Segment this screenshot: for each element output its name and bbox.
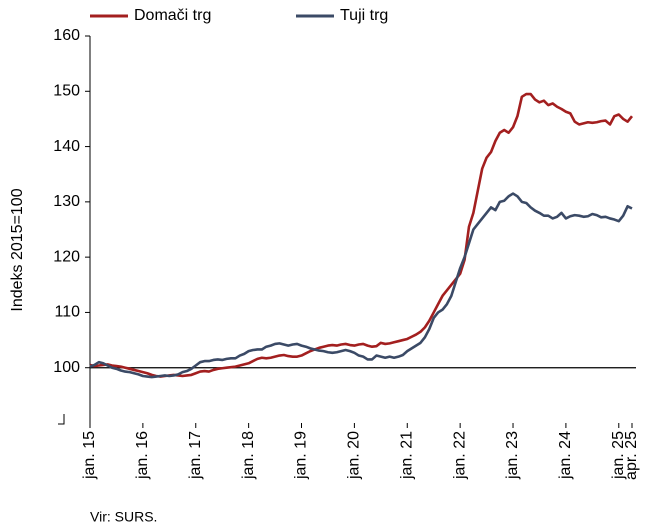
x-tick-label: jan. 19	[293, 431, 310, 480]
series-line	[89, 92, 634, 378]
x-tick-label: jan. 15	[81, 431, 98, 480]
x-tick-label: jan. 24	[557, 431, 574, 480]
y-tick-label: 100	[53, 359, 80, 376]
x-tick-label: jan. 17	[187, 431, 204, 480]
y-tick-label: 120	[53, 248, 80, 265]
x-tick-label: jan. 25	[610, 431, 627, 480]
x-tick-label: jan. 18	[240, 431, 257, 480]
y-tick-label: 150	[53, 83, 80, 100]
y-tick-label: 160	[53, 27, 80, 44]
y-tick-label: 110	[54, 304, 80, 321]
legend-label: Domači trg	[134, 7, 211, 24]
y-tick-label: 130	[53, 193, 80, 210]
x-tick-label: apr. 25	[623, 431, 640, 480]
x-tick-label: jan. 20	[346, 431, 363, 480]
x-tick-label: jan. 22	[451, 431, 468, 480]
axis-break	[58, 414, 65, 425]
legend-label: Tuji trg	[340, 7, 388, 24]
y-axis-label: Indeks 2015=100	[9, 188, 26, 311]
x-tick-label: jan. 16	[134, 431, 151, 480]
series-line	[89, 192, 633, 379]
x-tick-label: jan. 21	[398, 431, 415, 480]
y-tick-label: 140	[53, 138, 80, 155]
source-note: Vir: SURS.	[90, 509, 157, 525]
x-tick-label: jan. 23	[504, 431, 521, 480]
